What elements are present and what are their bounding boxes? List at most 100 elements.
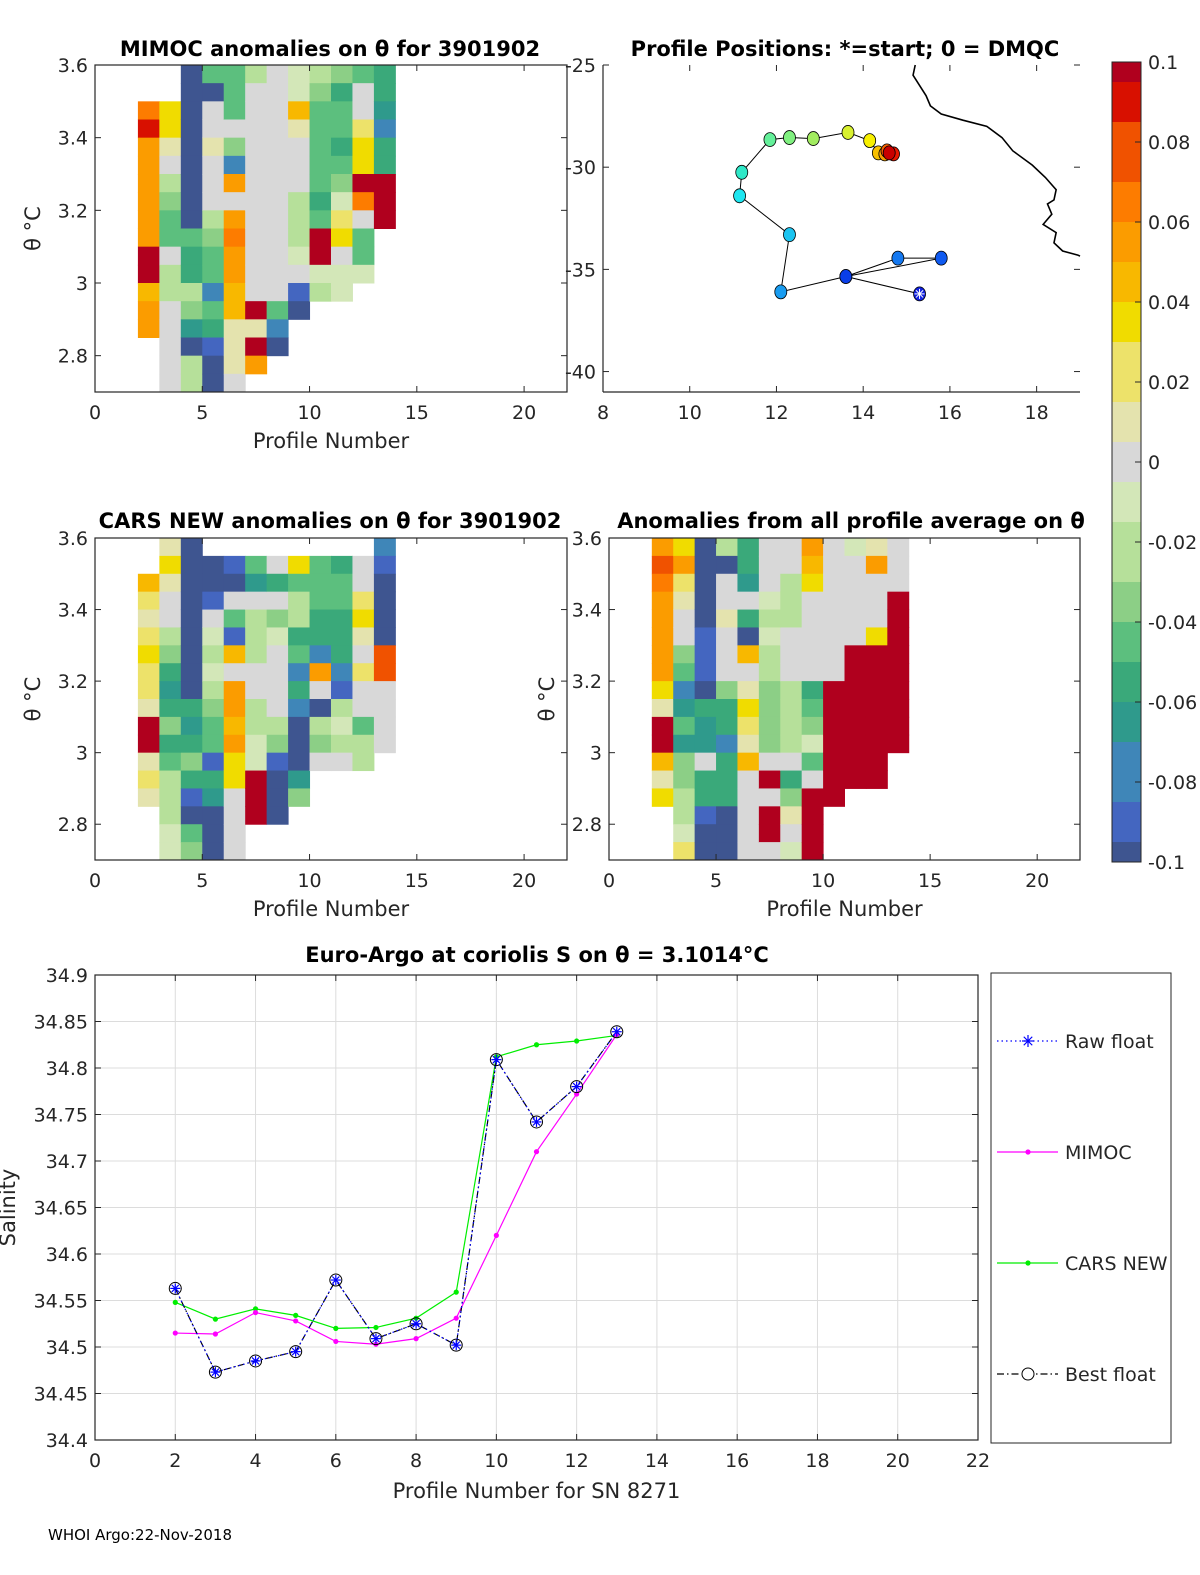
data-point xyxy=(493,1232,499,1238)
heatmap-cell xyxy=(309,228,332,248)
heatmap-cell xyxy=(780,734,803,754)
heatmap-cell xyxy=(137,228,160,248)
heatmap-cell xyxy=(159,155,182,175)
heatmap-cell xyxy=(331,555,353,575)
y-tick-label: -40 xyxy=(565,362,596,384)
heatmap-cell xyxy=(844,699,867,718)
heatmap-cell xyxy=(331,101,353,120)
heatmap-cell xyxy=(266,137,289,157)
heatmap-cell xyxy=(758,788,781,807)
heatmap-cell xyxy=(780,806,803,825)
heatmap-cell xyxy=(651,752,674,772)
heatmap-cell xyxy=(352,716,375,736)
heatmap-cell xyxy=(159,842,182,861)
heatmap-cell xyxy=(801,681,824,700)
colorbar-segment xyxy=(1112,242,1141,263)
heatmap-cell xyxy=(202,842,225,861)
heatmap-cell xyxy=(159,319,182,338)
heatmap-cell xyxy=(331,609,353,628)
y-tick-label: 2.8 xyxy=(58,814,88,836)
heatmap-cell xyxy=(801,824,824,843)
heatmap-panel-mimoc: MIMOC anomalies on θ for 3901902 0 5 10 15 20… xyxy=(21,37,568,453)
heatmap-cell xyxy=(137,174,160,193)
heatmap-cell xyxy=(801,734,824,754)
data-point xyxy=(611,1026,622,1037)
x-tick-label: 16 xyxy=(938,402,962,424)
colorbar-segment xyxy=(1112,282,1141,303)
colorbar-tick-label: -0.02 xyxy=(1148,532,1197,554)
legend-label: Raw float xyxy=(1065,1031,1154,1053)
panel-title: MIMOC anomalies on θ for 3901902 xyxy=(120,37,540,61)
heatmap-cell xyxy=(159,770,182,789)
heatmap-cell xyxy=(202,192,225,211)
heatmap-cell xyxy=(694,824,717,843)
heatmap-cell xyxy=(223,806,246,825)
heatmap-cell xyxy=(651,573,674,593)
heatmap-cell xyxy=(288,645,311,664)
heatmap-cell xyxy=(266,806,289,825)
heatmap-cell xyxy=(159,137,182,157)
heatmap-cell xyxy=(137,734,160,754)
heatmap-cell xyxy=(673,573,696,593)
heatmap-cell xyxy=(245,555,268,575)
x-tick-label: 12 xyxy=(764,402,788,424)
heatmap-cell xyxy=(137,609,160,628)
heatmap-cell xyxy=(309,663,332,682)
heatmap-cell xyxy=(865,663,888,682)
heatmap-cell xyxy=(180,699,203,718)
profile-position-marker xyxy=(841,125,855,140)
data-point xyxy=(289,1345,303,1359)
heatmap-cell xyxy=(180,555,203,575)
heatmap-cell xyxy=(223,83,246,102)
colorbar-segment xyxy=(1112,102,1141,123)
heatmap-cell xyxy=(180,627,203,646)
heatmap-cell xyxy=(309,283,332,302)
x-axis-label: Profile Number xyxy=(253,897,410,921)
heatmap-cell xyxy=(266,752,289,772)
heatmap-cell xyxy=(331,119,353,139)
heatmap-cell xyxy=(180,210,203,229)
data-point xyxy=(370,1333,381,1344)
heatmap-cell xyxy=(716,752,738,772)
heatmap-cell xyxy=(223,283,246,302)
heatmap-cell xyxy=(245,337,268,357)
heatmap-cell xyxy=(373,716,396,736)
heatmap-cell xyxy=(801,591,824,611)
colorbar-segment xyxy=(1112,602,1141,623)
data-point xyxy=(449,1338,463,1352)
heatmap-cell xyxy=(352,681,375,700)
legend: Raw float MIMOC CARS NEW Best float xyxy=(990,972,1172,1444)
colorbar-segment xyxy=(1112,722,1141,743)
heatmap-cell xyxy=(887,555,910,575)
colorbar-tick-label: -0.1 xyxy=(1148,852,1185,874)
heatmap-cell xyxy=(180,538,203,557)
heatmap-cell xyxy=(245,228,268,248)
heatmap-cell xyxy=(266,246,289,266)
heatmap-cell xyxy=(266,174,289,193)
x-axis-label: Profile Number xyxy=(766,897,923,921)
data-point xyxy=(249,1354,263,1368)
heatmap-cell xyxy=(202,101,225,120)
heatmap-cell xyxy=(331,264,353,284)
heatmap-cell xyxy=(223,770,246,789)
heatmap-cell xyxy=(331,174,353,193)
data-point xyxy=(574,1038,580,1044)
heatmap-cell xyxy=(202,65,225,84)
heatmap-cell xyxy=(694,627,717,646)
x-tick-label: 10 xyxy=(484,1450,508,1472)
colorbar-segment xyxy=(1112,582,1141,603)
heatmap-cell xyxy=(887,573,910,593)
heatmap-cell xyxy=(137,770,160,789)
heatmap-cell xyxy=(758,555,781,575)
heatmap-cell xyxy=(159,538,182,557)
heatmap-cell xyxy=(331,246,353,266)
heatmap-cell xyxy=(137,752,160,772)
colorbar-tick-label: -0.04 xyxy=(1148,612,1197,634)
y-tick-label: 3.4 xyxy=(58,128,88,150)
heatmap-cell xyxy=(887,591,910,611)
heatmap-panel-cars: CARS NEW anomalies on θ for 3901902 0 5 10 1… xyxy=(21,509,568,921)
colorbar-segment xyxy=(1112,182,1141,203)
heatmap-cell xyxy=(716,716,738,736)
colorbar-segment xyxy=(1112,222,1141,243)
heatmap-cell xyxy=(266,264,289,284)
